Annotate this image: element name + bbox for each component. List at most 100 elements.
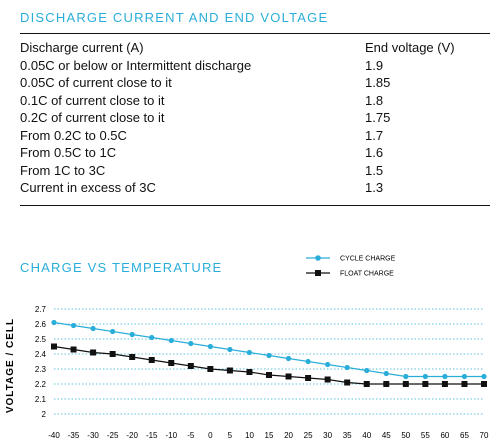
x-tick-label: 45 xyxy=(382,431,391,440)
x-tick-label: 25 xyxy=(304,431,313,440)
data-point xyxy=(188,340,194,347)
y-tick-label: 2.1 xyxy=(35,395,47,404)
x-tick-label: -20 xyxy=(126,431,138,440)
y-axis-ticks: 2 2.1 2.2 2.3 2.4 2.5 2.6 2.7 xyxy=(35,305,47,419)
x-tick-label: 10 xyxy=(245,431,254,440)
x-tick-label: 20 xyxy=(284,431,293,440)
data-point xyxy=(461,381,468,387)
data-point xyxy=(441,381,448,387)
row-discharge-current: From 1C to 3C xyxy=(20,162,106,178)
table-row: From 0.2C to 0.5C 1.7 xyxy=(20,127,490,145)
data-point xyxy=(129,354,136,360)
row-discharge-current: From 0.5C to 1C xyxy=(20,145,117,161)
row-discharge-current: 0.2C of current close to it xyxy=(20,110,165,126)
data-point xyxy=(51,319,57,326)
x-tick-label: 60 xyxy=(440,431,449,440)
x-tick-label: -5 xyxy=(187,431,195,440)
y-tick-label: 2.2 xyxy=(35,380,47,389)
row-end-voltage: 1.85 xyxy=(365,75,391,91)
y-tick-label: 2.7 xyxy=(35,305,47,314)
chart-gridlines xyxy=(54,308,484,415)
row-discharge-current: From 0.2C to 0.5C xyxy=(20,127,127,143)
table-row: 0.1C of current close to it 1.8 xyxy=(20,92,490,110)
x-tick-label: 35 xyxy=(343,431,352,440)
chart-title: CHARGE vs TEMPERATURE xyxy=(20,260,223,275)
data-point xyxy=(109,351,116,357)
y-tick-label: 2 xyxy=(42,410,47,419)
y-tick-label: 2.3 xyxy=(35,365,47,374)
x-tick-label: 0 xyxy=(208,431,213,440)
x-tick-label: -10 xyxy=(165,431,177,440)
data-point xyxy=(305,358,311,365)
data-point xyxy=(70,346,77,353)
data-point xyxy=(207,343,213,350)
x-tick-label: 65 xyxy=(460,431,469,440)
table-bottom-rule xyxy=(20,205,490,206)
row-end-voltage: 1.9 xyxy=(365,57,384,73)
y-tick-label: 2.6 xyxy=(35,320,47,329)
discharge-section-title: DISCHARGE CURRENT AND END VOLTAGE xyxy=(20,10,329,25)
data-point xyxy=(246,349,253,356)
charge-vs-temperature-chart: CYCLE CHARGE FLOAT CHARGE 2 2.1 2.2 2.3 2.4 2.… xyxy=(5,255,489,440)
x-axis-ticks: -40 -35 -30 -25 -20 -15 -10 -5 0 5 10 15 20 25 30 35 40 4… xyxy=(48,431,489,440)
data-point xyxy=(402,381,409,387)
legend-marker xyxy=(315,255,321,261)
row-discharge-current: 0.05C or below or Intermittent discharge xyxy=(20,57,252,73)
data-point xyxy=(481,381,487,387)
data-point xyxy=(383,381,390,387)
data-point xyxy=(187,363,194,369)
data-point xyxy=(363,381,370,387)
data-point xyxy=(207,366,214,372)
legend-label: CYCLE CHARGE xyxy=(340,256,396,263)
data-point xyxy=(285,355,292,362)
x-tick-label: 5 xyxy=(228,431,233,440)
row-discharge-current: Current in excess of 3C xyxy=(20,180,156,196)
data-point xyxy=(129,331,135,338)
row-end-voltage: 1.5 xyxy=(365,162,384,178)
data-point xyxy=(324,376,331,383)
data-point xyxy=(266,372,272,378)
series-cycle-charge xyxy=(51,319,487,380)
table-row: 0.05C or below or Intermittent discharge… xyxy=(20,57,490,75)
chart-legend: CYCLE CHARGE FLOAT CHARGE xyxy=(306,255,396,278)
series-line xyxy=(53,321,484,378)
data-point xyxy=(168,337,174,344)
data-point xyxy=(246,369,253,375)
data-point xyxy=(90,349,97,356)
data-point xyxy=(383,370,389,377)
data-point xyxy=(422,381,429,387)
data-point xyxy=(442,373,448,380)
series-float-charge xyxy=(51,343,487,387)
data-point xyxy=(285,373,292,380)
chart-series xyxy=(51,319,487,387)
x-tick-label: -40 xyxy=(48,431,60,440)
x-tick-label: 70 xyxy=(480,431,489,440)
data-point xyxy=(344,364,350,371)
data-point xyxy=(364,367,370,374)
x-tick-label: 40 xyxy=(362,431,371,440)
row-end-voltage: 1.7 xyxy=(365,127,384,143)
data-point xyxy=(227,346,233,353)
x-tick-label: -30 xyxy=(87,431,99,440)
data-point xyxy=(168,360,175,366)
row-end-voltage: 1.6 xyxy=(365,145,384,161)
y-tick-label: 2.5 xyxy=(35,335,47,344)
x-tick-label: -35 xyxy=(68,431,80,440)
row-discharge-current: 0.1C of current close to it xyxy=(20,92,165,108)
x-tick-label: -25 xyxy=(107,431,119,440)
legend-item: CYCLE CHARGE xyxy=(306,255,396,263)
y-axis-title: VOLTAGE / CELL xyxy=(5,318,16,413)
table-row: 0.05C of current close to it 1.85 xyxy=(20,74,490,92)
row-end-voltage: 1.75 xyxy=(365,110,391,126)
legend-item: FLOAT CHARGE xyxy=(306,270,394,278)
data-point xyxy=(51,343,57,350)
table-row: From 1C to 3C 1.5 xyxy=(20,162,490,180)
data-point xyxy=(344,379,351,386)
y-tick-label: 2.4 xyxy=(35,350,47,359)
table-top-rule xyxy=(20,33,490,34)
row-end-voltage: 1.8 xyxy=(365,92,384,108)
table-row: Current in excess of 3C 1.3 xyxy=(20,179,490,197)
x-tick-label: 55 xyxy=(421,431,430,440)
data-point xyxy=(422,373,428,380)
data-point xyxy=(403,373,409,380)
